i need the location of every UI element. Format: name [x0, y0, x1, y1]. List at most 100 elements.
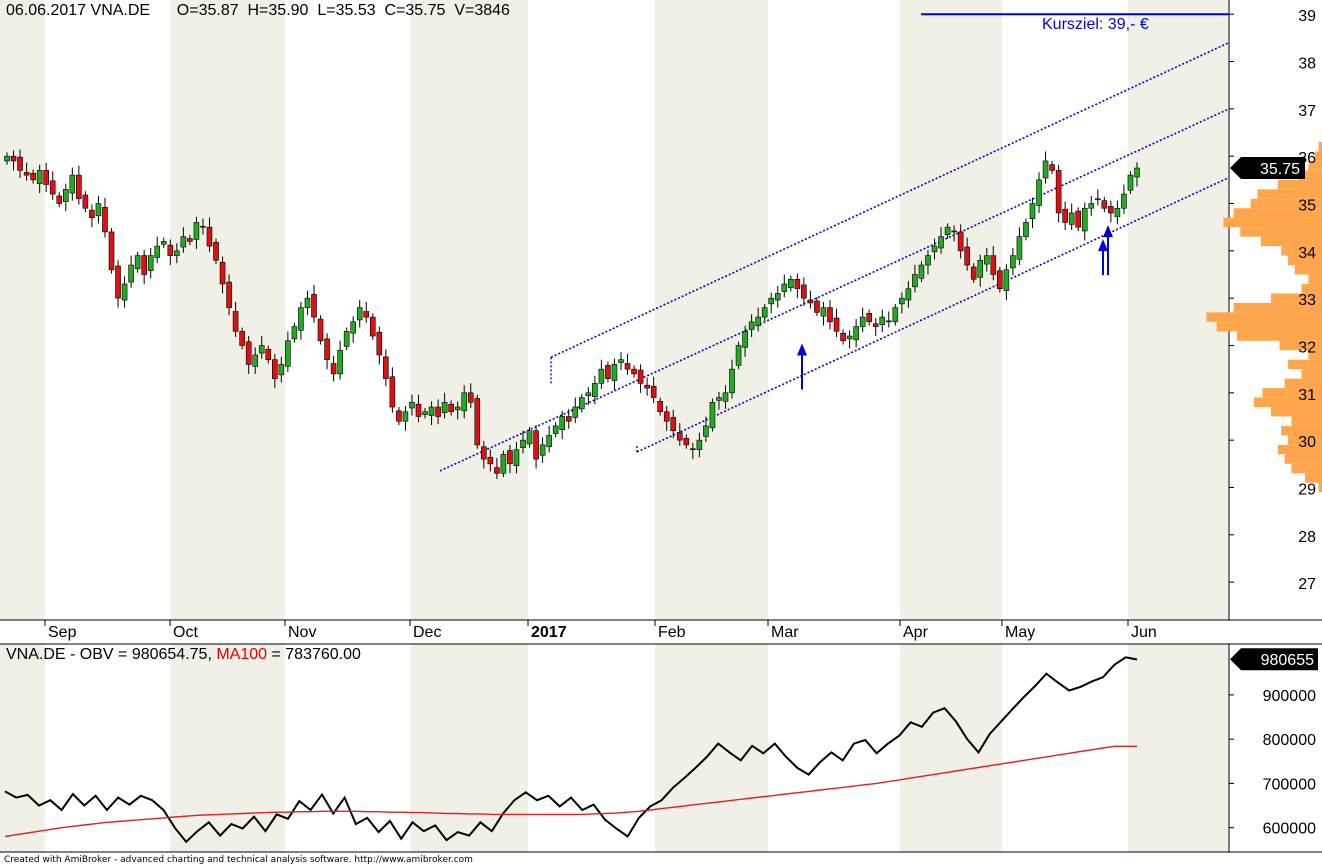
obv-line: [4, 656, 1138, 844]
candle-body: [670, 417, 677, 431]
candle-body: [4, 155, 10, 162]
candle-body: [912, 274, 918, 288]
month-band-5: [1128, 0, 1229, 620]
candle-body: [872, 323, 879, 327]
price-tick-label: 27: [1298, 576, 1316, 593]
obv-tick-label: 600000: [1263, 821, 1316, 838]
candle-body: [618, 359, 624, 363]
candle-body: [265, 348, 272, 360]
candle-body: [735, 345, 742, 366]
month-band-2: [410, 0, 528, 620]
volume-profile: [1206, 141, 1322, 493]
candle-body: [827, 307, 833, 323]
time-label: Dec: [413, 624, 441, 641]
candle-body: [461, 392, 468, 412]
candle-body: [448, 403, 454, 413]
candle-body: [748, 321, 755, 330]
ma-value: = 783760.00: [267, 646, 361, 663]
candle-body: [1095, 198, 1101, 201]
candle-body: [1023, 222, 1029, 237]
candle-body: [578, 397, 585, 410]
time-label: Nov: [288, 624, 316, 641]
candle-body: [474, 398, 481, 446]
candle-body: [298, 307, 304, 331]
candle-body: [232, 311, 239, 332]
candle-body: [291, 326, 298, 340]
obv-band-5: [1128, 644, 1229, 852]
time-label: Sep: [48, 624, 77, 641]
candle-body: [716, 397, 722, 401]
candle-body: [56, 195, 63, 204]
price-tick-label: 30: [1298, 434, 1316, 451]
candle-body: [676, 432, 683, 441]
candle-body: [487, 456, 494, 465]
candle-body: [879, 316, 886, 325]
candle-body: [467, 392, 474, 403]
candle-body: [742, 330, 748, 348]
obv-tick-label: 800000: [1263, 732, 1316, 749]
time-label: Apr: [903, 624, 929, 641]
candle-body: [376, 331, 383, 356]
candle-body: [1134, 167, 1140, 178]
candle-body: [1108, 206, 1114, 214]
obv-lines: [4, 656, 1138, 844]
candle-body: [931, 245, 938, 253]
volume-profile-bar: [1308, 274, 1322, 284]
volume-profile-bar: [1254, 397, 1322, 408]
candle-body: [709, 401, 716, 429]
volume-profile-bar: [1315, 151, 1322, 161]
candle-body: [304, 297, 311, 308]
obv-text: VNA.DE - OBV = 980654.75,: [6, 646, 217, 663]
candle-body: [774, 293, 781, 301]
candle-body: [892, 307, 899, 323]
header-open: O=35.87: [176, 2, 239, 19]
candle-body: [592, 383, 598, 397]
candle-body: [1088, 203, 1095, 209]
candle-body: [500, 454, 507, 474]
candle-body: [820, 307, 827, 317]
obv-last-label: 980655: [1261, 652, 1314, 669]
candle-body: [598, 368, 605, 384]
month-shading: [0, 0, 1229, 620]
candle-body: [768, 297, 775, 305]
candle-body: [637, 369, 644, 384]
header-date: 06.06.2017: [6, 2, 87, 19]
candle-body: [755, 316, 761, 326]
candle-body: [147, 255, 154, 272]
volume-profile-bar: [1291, 416, 1322, 426]
ma100-line: [4, 745, 1137, 838]
volume-profile-bar: [1260, 236, 1322, 247]
candle-body: [507, 450, 513, 465]
month-band-3: [655, 0, 768, 620]
header-volume: V=3846: [454, 2, 510, 19]
candle-body: [977, 260, 984, 278]
time-label: Feb: [658, 624, 686, 641]
ma-label: MA100: [216, 646, 268, 663]
price-tick-label: 33: [1298, 292, 1316, 309]
volume-profile-bar: [1294, 265, 1322, 275]
candle-body: [944, 226, 951, 236]
trend-channel: [439, 13, 1230, 472]
double-up-arrow-a-head: [1098, 239, 1108, 252]
candle-body: [285, 340, 291, 367]
candle-body: [526, 430, 533, 445]
price-tick-label: 37: [1298, 103, 1316, 120]
obv-tick-label: 700000: [1263, 776, 1316, 793]
candle-body: [1036, 179, 1042, 206]
candle-body: [794, 278, 801, 290]
candle-body: [62, 189, 69, 202]
volume-profile-bar: [1237, 331, 1322, 341]
candle-body: [23, 171, 30, 176]
candle-body: [1049, 164, 1055, 171]
candle-body: [644, 384, 650, 389]
candle-body: [833, 317, 840, 332]
candle-body: [1010, 255, 1016, 269]
volume-profile-bar: [1288, 255, 1322, 266]
last-price-tag: [1230, 157, 1305, 180]
candle-body: [1114, 207, 1121, 218]
footer-credit: Created with AmiBroker - advanced charti…: [4, 855, 473, 865]
candle-body: [683, 437, 690, 446]
volume-profile-bar: [1288, 435, 1322, 445]
candle-body: [1042, 160, 1049, 179]
candle-body: [585, 392, 592, 396]
